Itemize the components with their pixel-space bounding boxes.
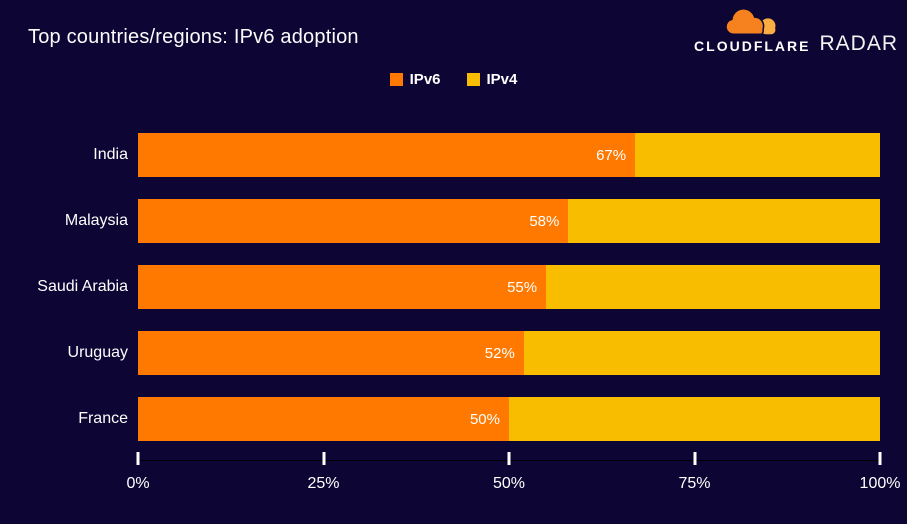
bar-track: 55%	[138, 265, 880, 309]
bar-segment-ipv6: 67%	[138, 133, 636, 177]
bar-track: 58%	[138, 199, 880, 243]
radar-wordmark: RADAR	[819, 31, 898, 55]
x-axis-tick	[693, 452, 696, 465]
x-axis-tick	[878, 452, 882, 465]
bar-segment-ipv6: 52%	[138, 331, 524, 375]
legend-item-ipv4: IPv4	[466, 71, 518, 88]
cloudflare-logo-block: CLOUDFLARE	[694, 8, 810, 53]
legend-item-ipv6: IPv6	[389, 71, 441, 88]
legend-label: IPv4	[486, 71, 518, 88]
x-axis-tick-label: 100%	[859, 475, 901, 492]
bar-row: Malaysia 58%	[0, 199, 907, 243]
bar-row: Saudi Arabia 55%	[0, 265, 907, 309]
cloudflare-cloud-icon	[725, 8, 776, 35]
country-label: Saudi Arabia	[37, 278, 128, 295]
country-label: Uruguay	[67, 344, 128, 361]
legend-label: IPv6	[409, 71, 441, 88]
bar-track: 50%	[138, 397, 880, 441]
legend-swatch-ipv6	[389, 73, 403, 86]
bar-value-label: 58%	[529, 212, 560, 230]
bar-row: France 50%	[0, 397, 907, 441]
legend-swatch-ipv4	[466, 73, 480, 86]
country-label: India	[93, 146, 128, 163]
country-label: Malaysia	[64, 212, 128, 229]
x-axis-tick	[322, 452, 325, 465]
bar-segment-ipv4	[509, 397, 880, 441]
bar-segment-ipv4	[546, 265, 880, 309]
x-axis-tick-label: 25%	[307, 475, 340, 492]
cloudflare-radar-logo: CLOUDFLARE RADAR	[694, 8, 898, 55]
cloudflare-wordmark: CLOUDFLARE	[694, 38, 811, 54]
bar-value-label: 55%	[507, 278, 538, 296]
country-label: France	[78, 410, 128, 427]
chart-legend: IPv6 IPv4	[0, 71, 907, 88]
x-axis-tick	[136, 452, 140, 465]
x-axis-tick	[507, 452, 511, 465]
x-axis-tick-label: 75%	[678, 475, 711, 492]
bar-value-label: 52%	[484, 344, 515, 362]
bar-segment-ipv6: 58%	[138, 199, 569, 243]
bar-track: 52%	[138, 331, 880, 375]
bar-segment-ipv6: 55%	[138, 265, 547, 309]
bar-segment-ipv6: 50%	[138, 397, 509, 441]
bar-segment-ipv4	[568, 199, 880, 243]
bar-segment-ipv4	[523, 331, 880, 375]
bar-value-label: 50%	[469, 410, 500, 428]
bar-value-label: 67%	[596, 146, 627, 164]
bar-track: 67%	[138, 133, 880, 177]
x-axis-tick-label: 0%	[126, 475, 150, 492]
bar-row: India 67%	[0, 133, 907, 177]
bar-segment-ipv4	[635, 133, 880, 177]
x-axis-tick-label: 50%	[492, 475, 526, 492]
bar-row: Uruguay 52%	[0, 331, 907, 375]
chart-title: Top countries/regions: IPv6 adoption	[28, 26, 359, 48]
